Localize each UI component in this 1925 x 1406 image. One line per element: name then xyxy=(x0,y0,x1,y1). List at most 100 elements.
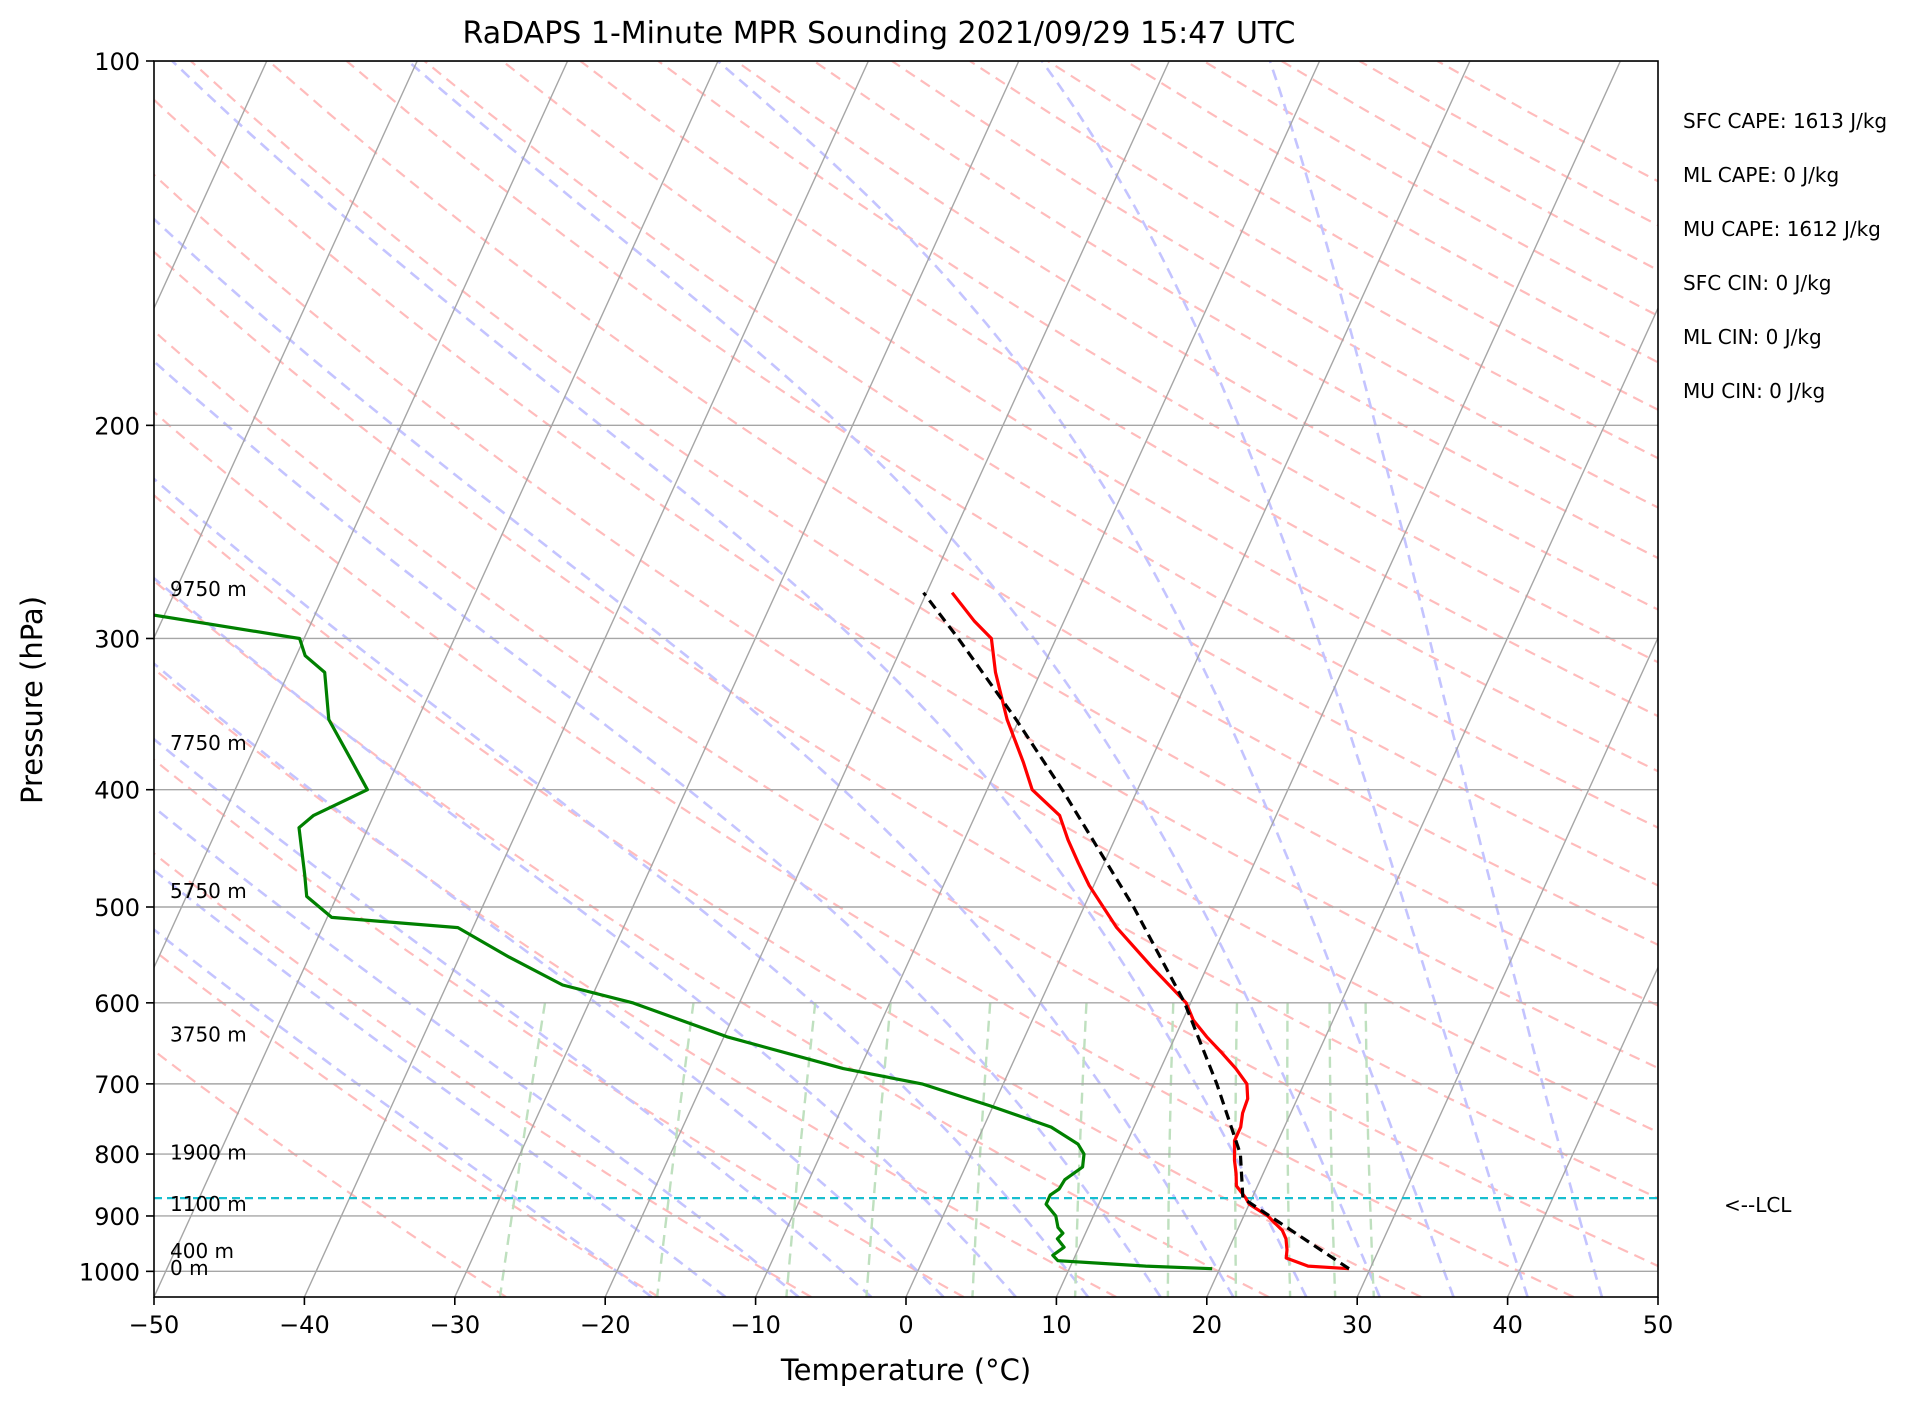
isotherm-line xyxy=(1206,306,1658,1297)
moist-adiabat-line xyxy=(407,61,1381,1297)
height-labels: 9750 m 7750 m 5750 m 3750 m 1900 m 1100 m 400 … xyxy=(170,577,247,1280)
height-label: 400 m xyxy=(170,1239,234,1263)
stats-panel: SFC CAPE: 1613 J/kg ML CAPE: 0 J/kg MU CAP… xyxy=(1683,109,1887,403)
y-tick-label: 300 xyxy=(94,625,140,653)
moist-adiabat-line xyxy=(154,927,653,1297)
moist-adiabat-line xyxy=(1040,61,1529,1297)
isotherm-line xyxy=(154,61,719,1297)
dry-adiabat-line xyxy=(813,61,1658,560)
moist-adiabat-line xyxy=(171,61,1308,1297)
dry-adiabat-line xyxy=(579,61,1658,718)
height-label: 7750 m xyxy=(170,731,247,755)
moist-adiabat-line xyxy=(716,61,1455,1297)
sounding-traces xyxy=(154,591,1350,1271)
height-label: 9750 m xyxy=(170,577,247,601)
x-axis-label: Temperature (°C) xyxy=(780,1353,1031,1387)
mixing-ratio-line xyxy=(971,1002,992,1297)
dry-adiabat-line xyxy=(345,61,1658,887)
dewpoint-trace xyxy=(154,613,1213,1271)
isotherm-line xyxy=(454,61,1020,1297)
y-tick-label: 500 xyxy=(94,894,140,922)
dry-adiabat-line xyxy=(1358,61,1658,227)
moist-adiabat-line xyxy=(154,576,1017,1297)
dry-adiabat-line xyxy=(267,61,1658,947)
isotherm-line xyxy=(1506,965,1658,1297)
height-label: 1900 m xyxy=(170,1141,247,1165)
dry-adiabat-line xyxy=(735,61,1658,611)
dry-adiabat-line xyxy=(423,61,1658,829)
y-axis-label: Pressure (hPa) xyxy=(15,596,49,804)
dry-adiabat-line xyxy=(154,852,812,1297)
dry-adiabat-line xyxy=(154,758,965,1297)
x-tick-label: 20 xyxy=(1192,1311,1223,1339)
dry-adiabat-line xyxy=(154,579,1270,1297)
dry-adiabat-line xyxy=(154,493,1422,1297)
dry-adiabat-line xyxy=(154,667,1117,1297)
x-tick-label: −50 xyxy=(129,1311,180,1339)
plot-frame xyxy=(153,60,1659,1298)
y-axis-ticks: 100 200 300 400 500 600 700 800 900 1000 xyxy=(79,48,154,1286)
dry-adiabat-line xyxy=(891,61,1658,509)
isotherm-line xyxy=(754,61,1321,1297)
height-label: 3750 m xyxy=(170,1022,247,1046)
x-tick-label: −10 xyxy=(730,1311,781,1339)
moist-adiabat-line xyxy=(1268,61,1604,1297)
mixing-ratio-line xyxy=(655,1002,695,1297)
y-tick-label: 100 xyxy=(94,48,140,76)
dry-adiabat-line xyxy=(154,329,1658,1268)
lcl-label: <--LCL xyxy=(1724,1193,1792,1217)
x-tick-label: −40 xyxy=(279,1311,330,1339)
mixing-ratio-line xyxy=(498,1002,547,1297)
x-tick-label: 0 xyxy=(898,1311,913,1339)
isotherm-line xyxy=(154,61,569,970)
isotherm-line xyxy=(154,61,268,310)
moist-adiabat-line xyxy=(154,359,1162,1297)
isotherm-line xyxy=(1055,61,1622,1297)
height-label: 1100 m xyxy=(170,1192,247,1216)
moist-adiabat-line xyxy=(154,661,945,1297)
x-tick-label: −30 xyxy=(429,1311,480,1339)
y-tick-label: 700 xyxy=(94,1071,140,1099)
height-label: 5750 m xyxy=(170,879,247,903)
dry-adiabat-line xyxy=(154,1049,507,1297)
mixing-ratio-line xyxy=(865,1002,892,1297)
isotherm-line xyxy=(1657,1295,1658,1297)
moist-adiabat-line xyxy=(154,805,800,1297)
x-tick-label: 50 xyxy=(1643,1311,1674,1339)
mixing-ratio-line xyxy=(1364,1002,1375,1297)
x-tick-label: 40 xyxy=(1492,1311,1523,1339)
stat-text: SFC CIN: 0 J/kg xyxy=(1683,271,1831,295)
dry-adiabat-line xyxy=(154,949,660,1297)
mixing-ratio-line xyxy=(785,1002,817,1297)
dry-adiabat-line xyxy=(190,61,1658,1007)
dry-adiabat-line xyxy=(154,410,1575,1297)
y-tick-label: 600 xyxy=(94,990,140,1018)
x-axis-ticks: −50 −40 −30 −20 −10 0 10 20 30 40 50 xyxy=(129,1297,1674,1339)
parcel-profile-trace xyxy=(922,591,1350,1271)
moist-adiabat-line xyxy=(154,737,873,1297)
y-tick-label: 900 xyxy=(94,1203,140,1231)
height-label: 0 m xyxy=(170,1256,209,1280)
x-tick-label: 10 xyxy=(1041,1311,1072,1339)
dry-adiabat-line xyxy=(1203,61,1658,318)
dry-adiabat-line xyxy=(969,61,1658,460)
chart-title: RaDAPS 1-Minute MPR Sounding 2021/09/29 … xyxy=(463,16,1296,51)
moist-adiabat-line xyxy=(154,217,1235,1297)
stat-text: SFC CAPE: 1613 J/kg xyxy=(1683,109,1887,133)
x-tick-label: 30 xyxy=(1342,1311,1373,1339)
moist-adiabat-line xyxy=(154,868,727,1297)
isotherm-line xyxy=(1356,636,1658,1297)
y-tick-label: 400 xyxy=(94,777,140,805)
dry-adiabat-line xyxy=(1047,61,1658,411)
dry-adiabat-line xyxy=(1280,61,1658,272)
isotherm-line xyxy=(905,61,1471,1297)
grid-background-lines xyxy=(154,61,1658,1297)
dry-adiabat-line xyxy=(154,98,1658,1070)
temperature-trace xyxy=(950,591,1350,1271)
isotherm-line xyxy=(604,61,1170,1297)
stat-text: MU CAPE: 1612 J/kg xyxy=(1683,217,1881,241)
y-tick-label: 200 xyxy=(94,412,140,440)
dry-adiabat-line xyxy=(1436,61,1658,183)
isotherm-line xyxy=(154,61,418,640)
